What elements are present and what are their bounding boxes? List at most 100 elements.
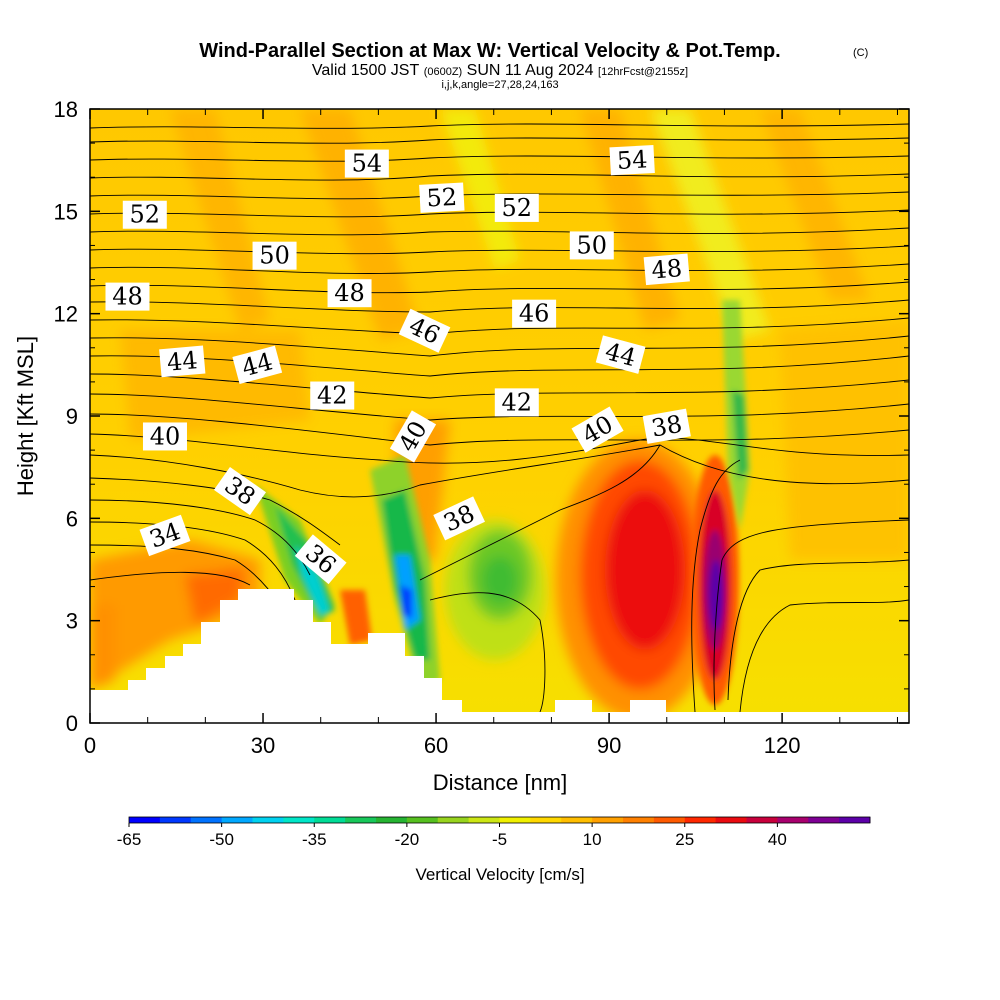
- x-tick-label: 30: [251, 733, 275, 758]
- isentrope: [90, 173, 909, 181]
- isentrope: [90, 123, 909, 129]
- isentrope: [90, 335, 909, 357]
- terrain: [90, 589, 909, 723]
- contour-label-box: [512, 299, 557, 328]
- index-line: i,j,k,angle=27,28,24,163: [441, 79, 558, 91]
- isentrope: [90, 155, 909, 162]
- isentrope: [90, 544, 281, 606]
- colorbar-swatch: [561, 817, 593, 823]
- contour-label-text: 52: [426, 183, 458, 213]
- x-axis: 0 30 60 90 120: [84, 109, 898, 758]
- contour-label-box: [609, 145, 655, 176]
- contour-label: 42: [494, 388, 539, 417]
- colorbar-swatch: [684, 817, 717, 823]
- colorbar-swatch: [839, 817, 871, 823]
- colorbar-tick-label: -50: [209, 830, 234, 849]
- colorbar-swatch: [499, 817, 531, 823]
- y-tick-label: 15: [54, 199, 78, 224]
- colorbar-swatch: [530, 817, 562, 823]
- isentrope: [90, 209, 909, 218]
- isentrope: [90, 137, 909, 144]
- forecast-info: [12hrFcst@2155z]: [598, 66, 688, 78]
- contour-label-text: 50: [577, 231, 608, 259]
- isentrope: [419, 444, 661, 581]
- contour-label-box: [213, 466, 267, 516]
- colorbar-swatch: [283, 817, 315, 823]
- colorbar-swatch: [345, 817, 377, 823]
- y-tick-label: 6: [66, 506, 78, 531]
- copyright-mark: (C): [853, 47, 868, 59]
- y-tick-label: 12: [54, 302, 78, 327]
- isentrope: [739, 599, 909, 713]
- contour-label: 54: [609, 145, 655, 176]
- isentrope: [90, 444, 909, 498]
- colorbar-tick-label: 40: [768, 830, 787, 849]
- colorbar-swatch: [653, 817, 686, 823]
- y-tick-label: 3: [66, 609, 78, 634]
- contour-label: 46: [512, 299, 557, 328]
- velocity-field: [90, 109, 909, 720]
- y-tick-label: 0: [66, 711, 78, 736]
- chart-title: Wind-Parallel Section at Max W: Vertical…: [199, 40, 780, 62]
- isentrope: [90, 433, 909, 464]
- velocity-patch: [340, 590, 372, 645]
- velocity-patch: [400, 585, 412, 618]
- contour-label-text: 48: [650, 254, 683, 285]
- velocity-patch: [605, 490, 685, 650]
- forecast-date: SUN 11 Aug 2024: [467, 62, 594, 79]
- contour-label-box: [159, 345, 206, 378]
- contour-label-box: [294, 534, 347, 585]
- x-tick-label: 90: [597, 733, 621, 758]
- contour-label-box: [105, 282, 150, 311]
- contour-label-text: 52: [502, 194, 533, 222]
- isentrope: [90, 299, 909, 313]
- colorbar-tick-label: -20: [395, 830, 420, 849]
- isentrope: [90, 373, 909, 399]
- contour-label-box: [327, 279, 372, 308]
- contour-label: 52: [494, 193, 539, 222]
- velocity-patch: [650, 109, 770, 340]
- contour-label-box: [569, 231, 614, 260]
- contour-label-text: 54: [616, 145, 648, 175]
- colorbar-swatch: [190, 817, 223, 823]
- contour-label: 48: [105, 282, 150, 311]
- colorbar-swatch: [252, 817, 284, 823]
- isentrope: [90, 245, 909, 255]
- contour-label-text: 40: [150, 422, 181, 450]
- colorbar-swatch: [406, 817, 439, 823]
- colorbar-swatch: [221, 817, 253, 823]
- valid-time: Valid 1500 JST: [312, 62, 420, 79]
- contour-label: 42: [310, 381, 355, 410]
- contour-label-box: [595, 335, 646, 374]
- colorbar-tick-label: 25: [675, 830, 694, 849]
- colorbar: -65 -50 -35 -20 -5 10 25 40: [117, 816, 871, 849]
- contour-label-text: 46: [519, 300, 550, 328]
- isentrope: [90, 227, 909, 236]
- contour-label-box: [122, 200, 167, 229]
- contour-label-text: 48: [334, 279, 365, 307]
- x-tick-label: 120: [764, 733, 801, 758]
- velocity-patch: [760, 109, 870, 300]
- contour-label: 48: [327, 279, 372, 308]
- contour-label-box: [433, 496, 485, 541]
- isentrope: [90, 393, 909, 421]
- contour-label: 40: [142, 422, 187, 451]
- contour-label-box: [142, 422, 187, 451]
- contour-label-box: [494, 193, 539, 222]
- contour-label-text: 52: [130, 201, 161, 229]
- contour-label-text: 42: [317, 382, 348, 410]
- colorbar-tick-label: 10: [583, 830, 602, 849]
- contour-label: 48: [643, 253, 690, 286]
- contour-label: 52: [122, 200, 167, 229]
- colorbar-swatch: [159, 817, 192, 823]
- colorbar-swatch: [746, 817, 778, 823]
- chart-subtitle: Valid 1500 JST (0600Z) SUN 11 Aug 2024 […: [312, 62, 688, 79]
- colorbar-swatch: [376, 817, 408, 823]
- utc-time: (0600Z): [424, 66, 463, 78]
- contour-label: 50: [569, 231, 614, 260]
- isentrope: [90, 413, 909, 446]
- isentrope: [727, 559, 909, 701]
- contour-label: 44: [159, 345, 206, 378]
